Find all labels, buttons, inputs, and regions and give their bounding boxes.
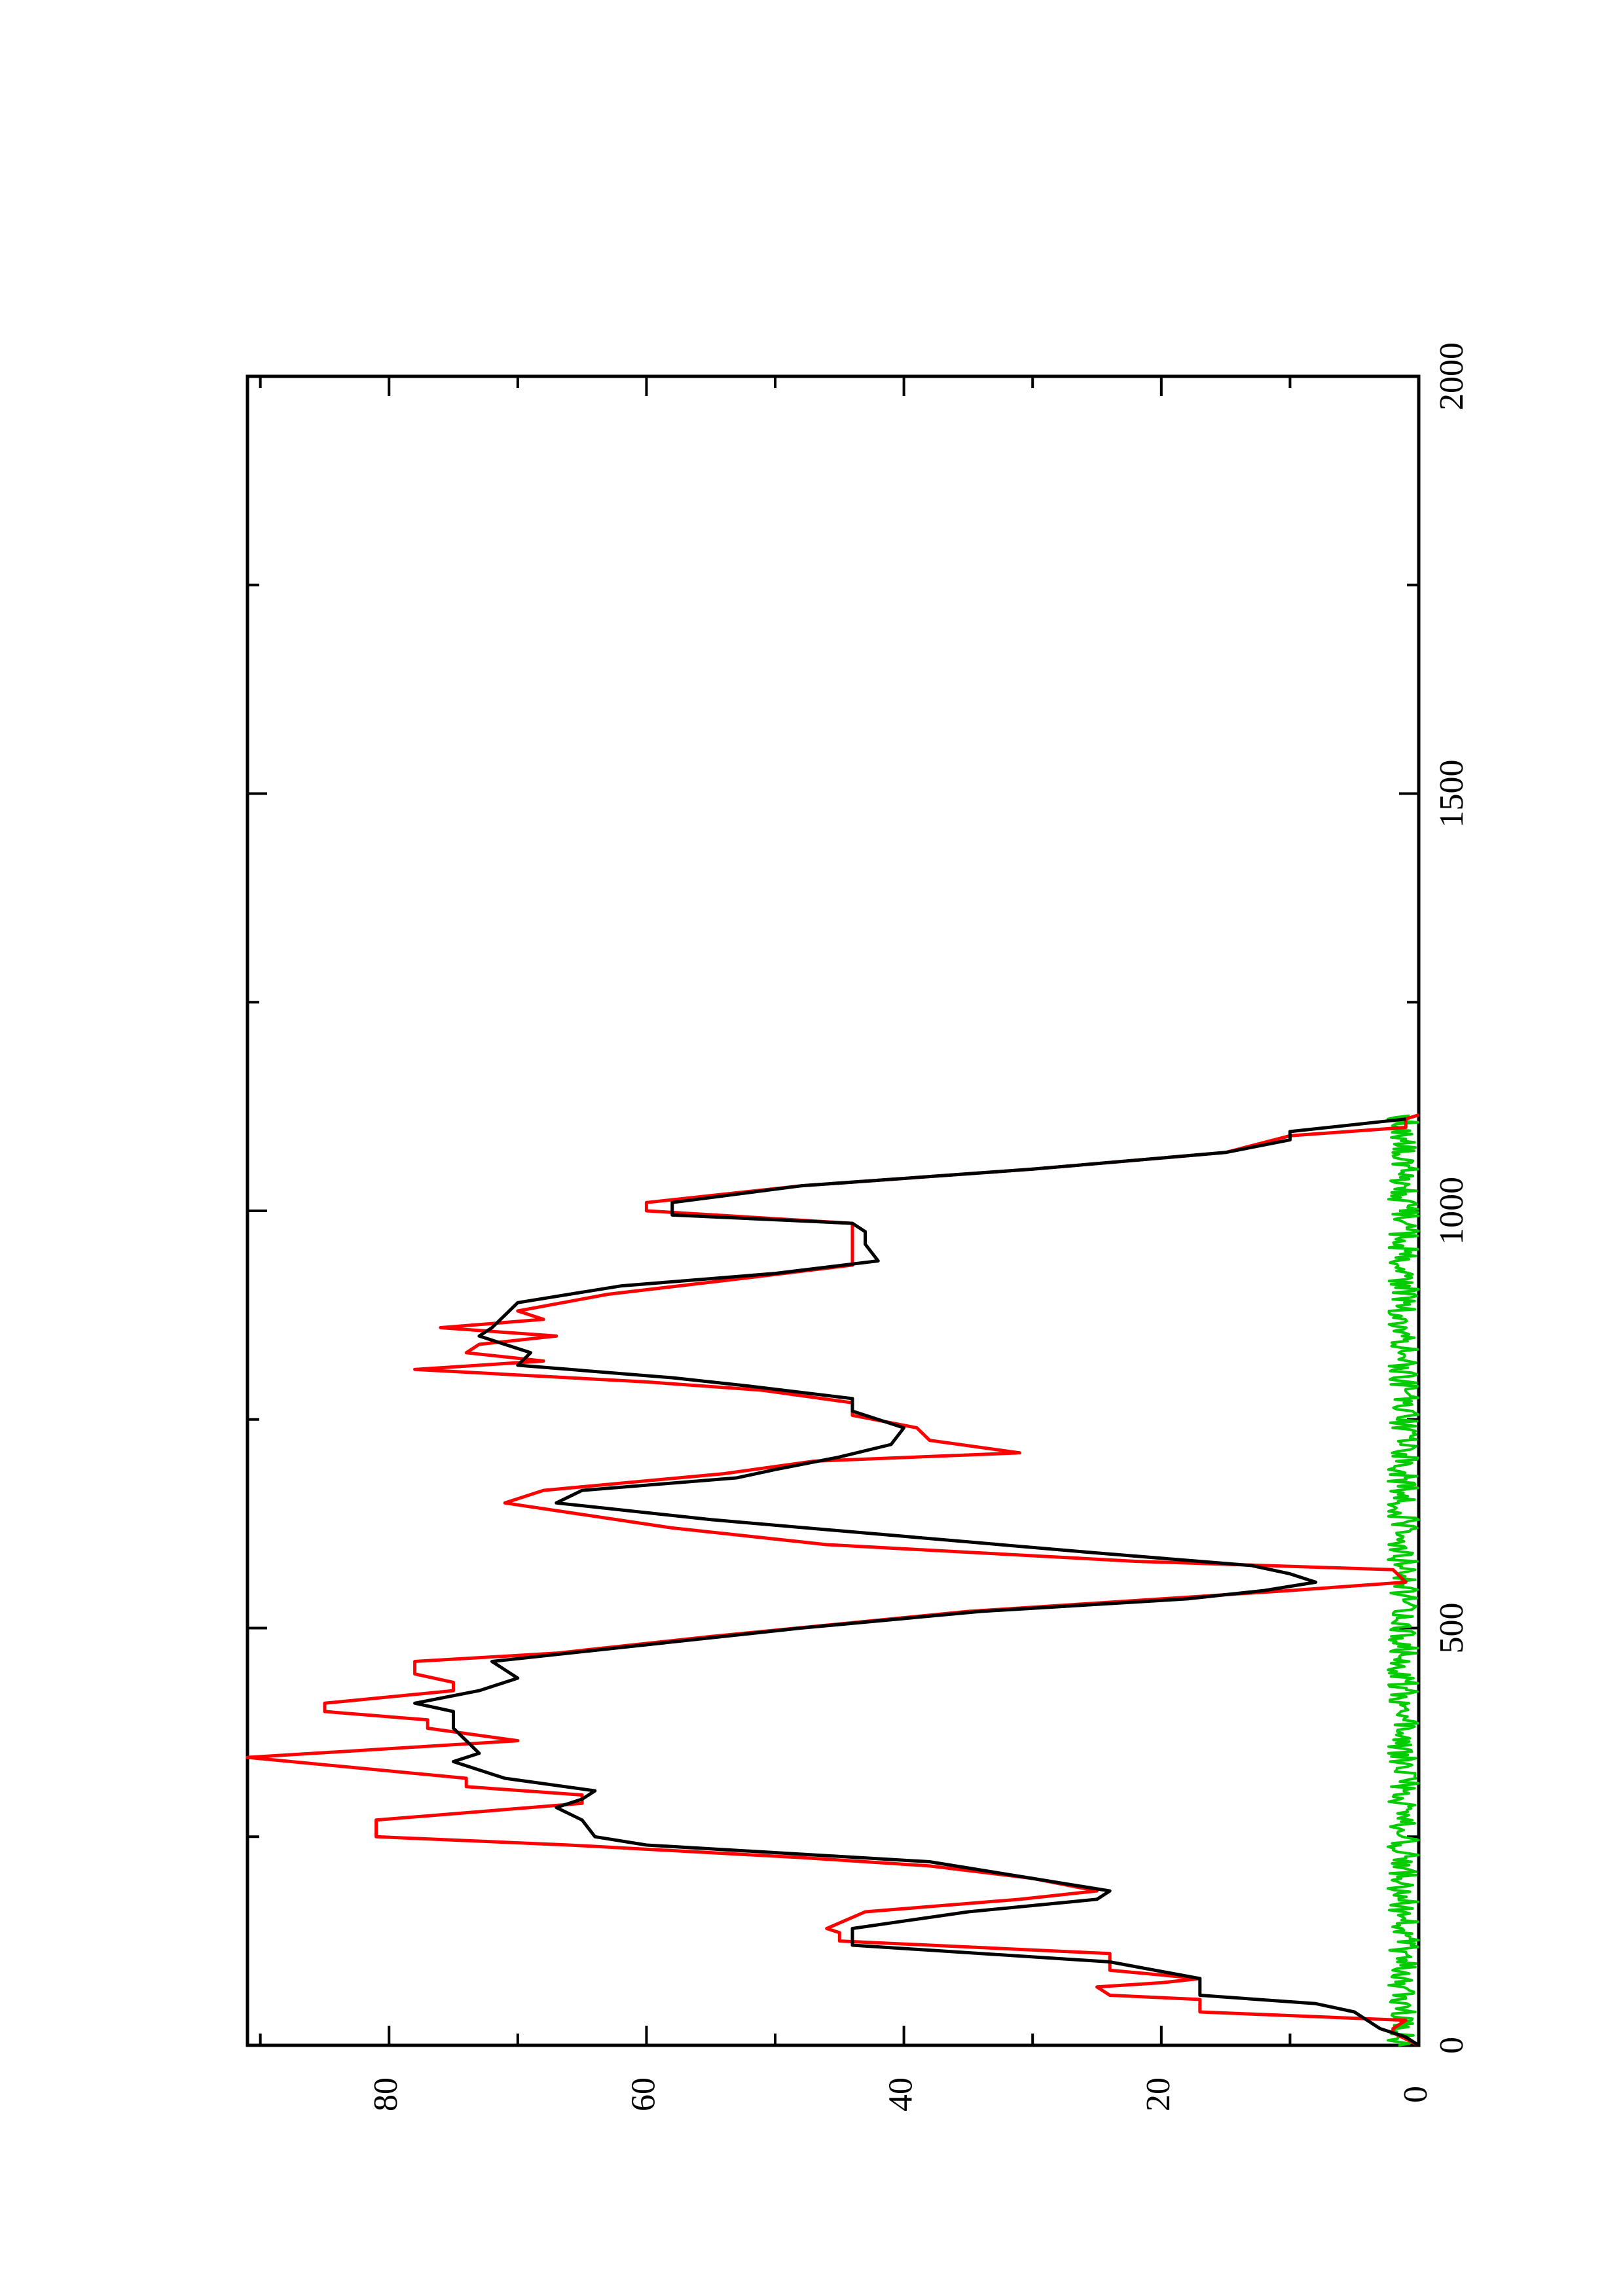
series-green-line [1386, 1114, 1420, 2047]
x-tick-label: 2000 [1433, 342, 1470, 410]
y-tick-label: 0 [1397, 2086, 1434, 2103]
series-red-line [246, 1113, 1420, 2047]
x-tick-label: 500 [1433, 1603, 1470, 1654]
x-tick-label: 0 [1433, 2037, 1470, 2054]
x-tick-label: 1000 [1433, 1177, 1470, 1245]
y-tick-label: 80 [367, 2077, 405, 2111]
axis-tick-labels: 0 500 1000 1500 2000 0 20 40 60 80 [367, 342, 1470, 2111]
plot-frame [246, 374, 1421, 2047]
x-tick-label: 1500 [1433, 760, 1470, 828]
series-group [246, 1113, 1420, 2047]
axis-ticks [247, 375, 1420, 2047]
y-tick-label: 20 [1140, 2077, 1177, 2111]
y-tick-label: 60 [625, 2077, 662, 2111]
y-tick-label: 40 [883, 2077, 920, 2111]
series-black-line [413, 1117, 1420, 2047]
